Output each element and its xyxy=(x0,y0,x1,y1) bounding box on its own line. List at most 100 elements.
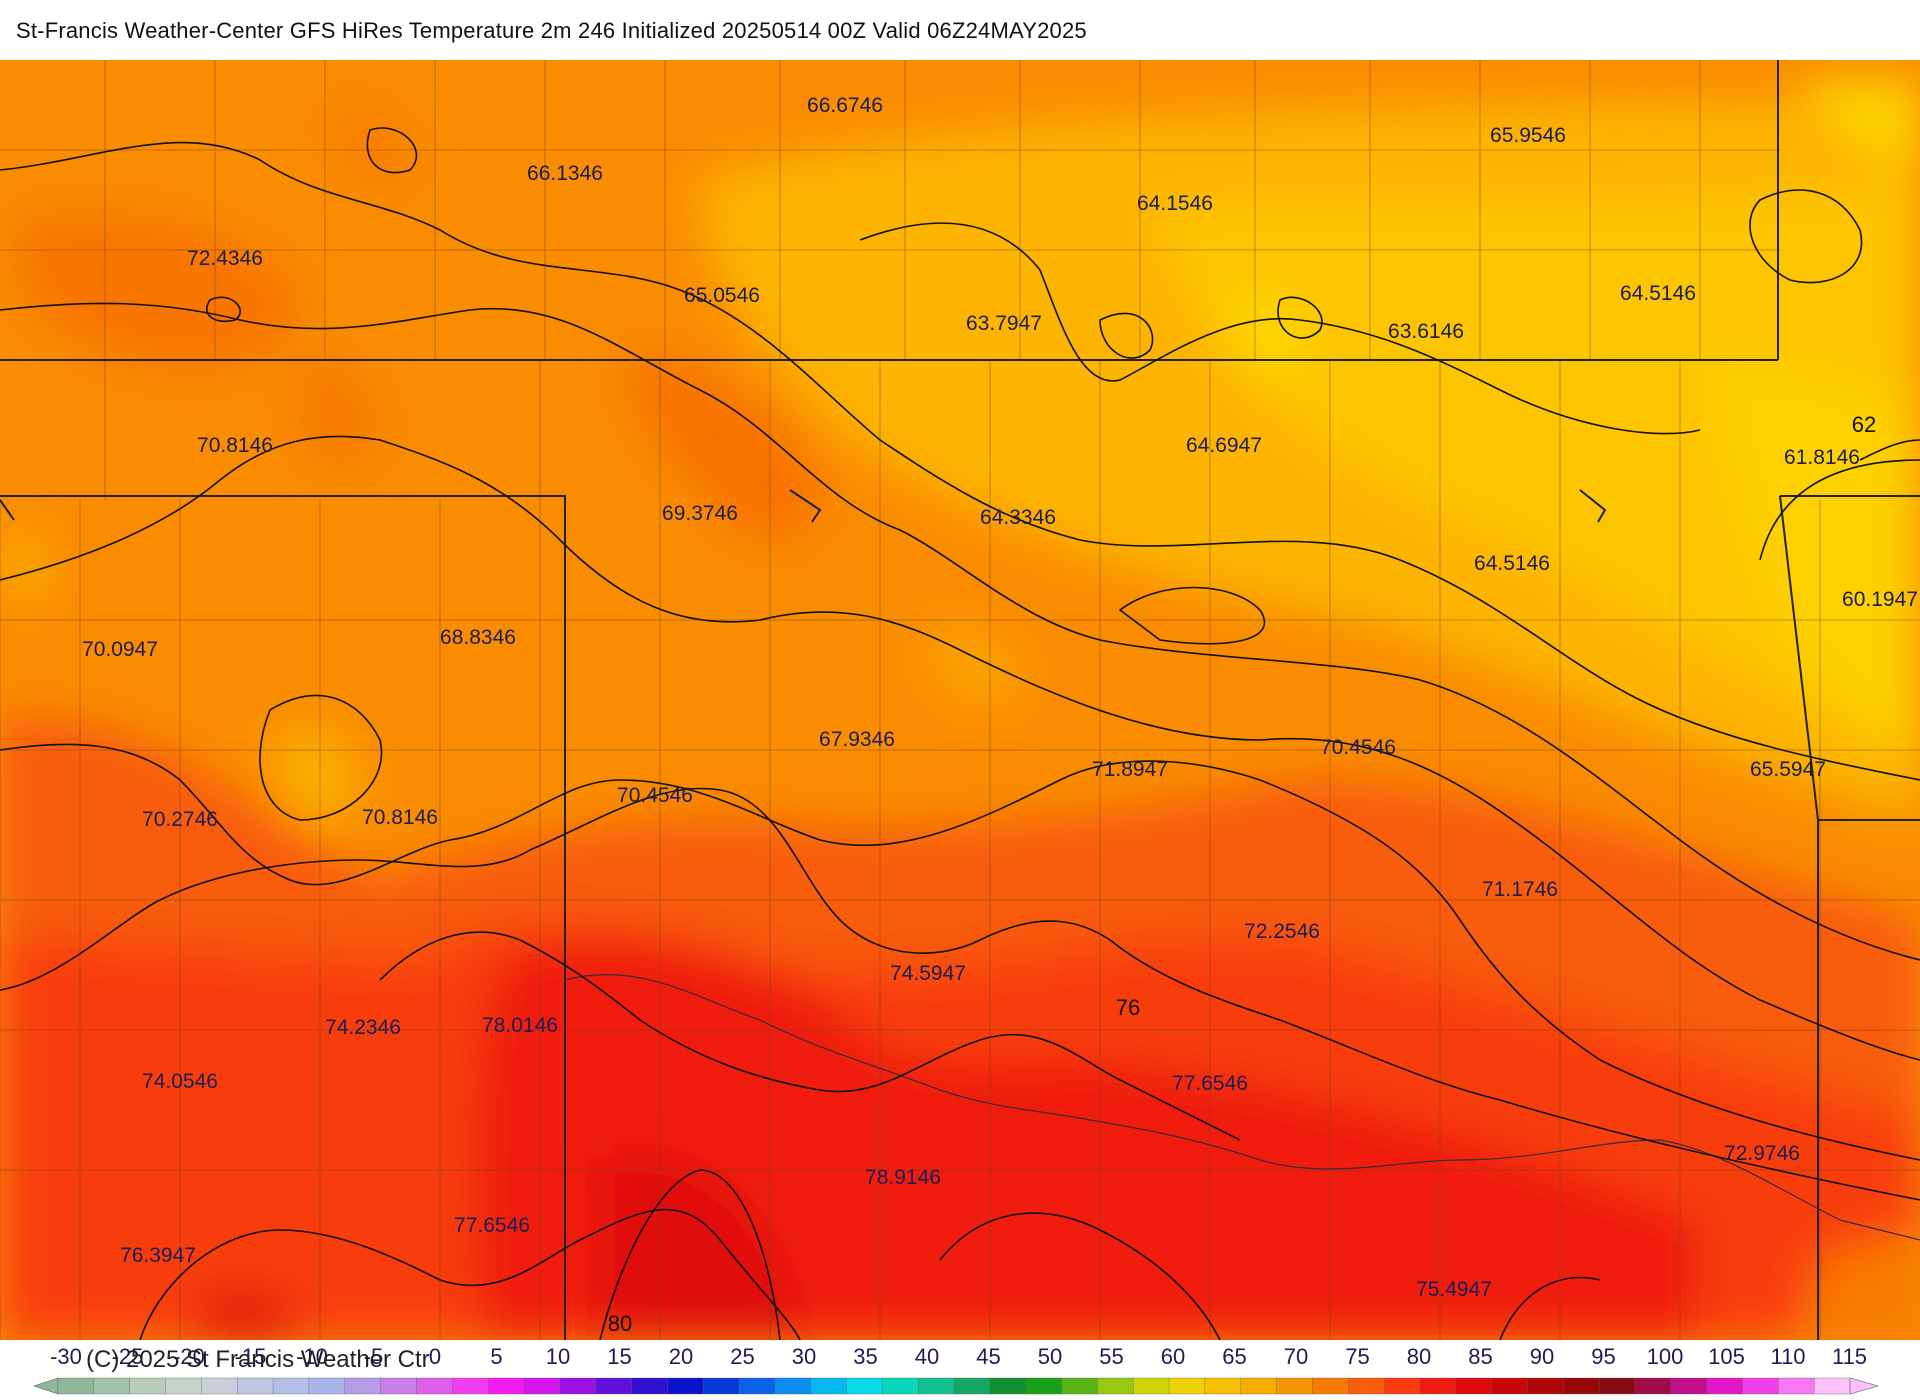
colorbar-tick-label: 100 xyxy=(1646,1344,1684,1369)
temperature-map: 66.6746 65.9546 66.1346 64.1546 72.4346 65.05… xyxy=(0,60,1920,1340)
colorbar-tick-label: 110 xyxy=(1770,1344,1806,1369)
temperature-value-labels: 66.6746 65.9546 66.1346 64.1546 72.4346 65.05… xyxy=(82,94,1918,1301)
colorbar-tick-label: 20 xyxy=(668,1344,694,1369)
temperature-value-label: 74.5947 xyxy=(890,962,966,985)
colorbar-tick-label: 75 xyxy=(1345,1344,1370,1369)
colorbar-tick-label: -5 xyxy=(363,1344,384,1369)
state-borders xyxy=(0,60,1920,1340)
contour-labels: 62 76 80 xyxy=(608,412,1876,1336)
temperature-value-label: 64.3346 xyxy=(980,506,1056,529)
colorbar-swatch xyxy=(1455,1377,1493,1395)
colorbar-swatch xyxy=(1491,1377,1529,1395)
colorbar-arrow-low xyxy=(33,1377,59,1395)
temperature-value-label: 72.2546 xyxy=(1244,920,1320,943)
colorbar-tick-label: 25 xyxy=(730,1344,755,1369)
colorbar-swatch xyxy=(1742,1377,1780,1395)
temperature-value-label: 75.4947 xyxy=(1416,1278,1492,1301)
colorbar-tick-label: 30 xyxy=(791,1344,817,1369)
temperature-value-label: 71.1746 xyxy=(1482,878,1558,901)
colorbar-swatch xyxy=(1706,1377,1744,1395)
colorbar-swatch xyxy=(1419,1377,1457,1395)
colorbar-tick-label: 45 xyxy=(976,1344,1001,1369)
temperature-value-label: 78.0146 xyxy=(482,1014,558,1037)
colorbar-swatch xyxy=(953,1377,991,1395)
temperature-value-label: 60.1947 xyxy=(1842,588,1918,611)
colorbar-tick-label: 50 xyxy=(1037,1344,1063,1369)
colorbar-swatch xyxy=(380,1377,418,1395)
temperature-value-label: 64.1546 xyxy=(1137,192,1213,215)
temperature-value-label: 70.8146 xyxy=(197,434,273,457)
county-borders xyxy=(0,60,1920,1340)
temperature-value-label: 64.5146 xyxy=(1620,282,1696,305)
colorbar-tick-label: 115 xyxy=(1831,1344,1868,1369)
colorbar-swatch xyxy=(1348,1377,1385,1395)
temperature-value-label: 64.6947 xyxy=(1186,434,1262,457)
colorbar-tick-label: 35 xyxy=(853,1344,878,1369)
colorbar-swatch xyxy=(272,1377,310,1395)
colorbar-tick-label: 60 xyxy=(1160,1344,1186,1369)
colorbar-swatch xyxy=(344,1377,382,1395)
map-title: St-Francis Weather-Center GFS HiRes Temp… xyxy=(16,18,1087,43)
temperature-value-label: 74.0546 xyxy=(142,1070,218,1093)
colorbar-swatch xyxy=(1168,1377,1206,1395)
colorbar-swatch xyxy=(57,1377,95,1395)
colorbar-tick-label: 80 xyxy=(1406,1344,1432,1369)
colorbar-swatch xyxy=(702,1377,740,1395)
colorbar-swatch xyxy=(810,1377,848,1395)
colorbar-swatch xyxy=(917,1377,955,1395)
colorbar-swatch xyxy=(236,1377,274,1395)
colorbar-swatch xyxy=(93,1377,131,1395)
colorbar-swatch xyxy=(1097,1377,1134,1395)
colorbar-swatch xyxy=(1025,1377,1063,1395)
colorbar-swatch xyxy=(523,1377,561,1395)
temperature-shading xyxy=(0,60,1920,1340)
colorbar-swatch xyxy=(774,1377,812,1395)
temperature-value-label: 70.4546 xyxy=(617,784,693,807)
colorbar-swatch xyxy=(129,1377,167,1395)
temperature-value-label: 72.4346 xyxy=(187,247,263,270)
colorbar-swatch xyxy=(1240,1377,1278,1395)
colorbar-swatch xyxy=(165,1377,203,1395)
isotherm-contours xyxy=(0,127,1920,1340)
colorbar-tick-label: 70 xyxy=(1283,1344,1309,1369)
temperature-value-label: 67.9346 xyxy=(819,728,895,751)
temperature-value-label: 72.9746 xyxy=(1724,1142,1800,1165)
colorbar-swatch xyxy=(1778,1377,1815,1395)
colorbar-swatch xyxy=(1312,1377,1349,1395)
colorbar-swatch xyxy=(882,1377,919,1395)
colorbar-swatch xyxy=(1813,1377,1851,1395)
colorbar-swatch xyxy=(201,1377,238,1395)
temperature-value-label: 70.0947 xyxy=(82,638,158,661)
temperature-value-label: 63.6146 xyxy=(1388,320,1464,343)
colorbar-tick-label: 0 xyxy=(428,1344,442,1369)
river-border xyxy=(564,973,1920,1241)
colorbar-swatch xyxy=(1598,1377,1636,1395)
temperature-value-label: 78.9146 xyxy=(865,1166,941,1189)
temperature-value-label: 63.7947 xyxy=(966,312,1042,335)
colorbar-tick-label: -30 xyxy=(50,1344,82,1369)
temperature-value-label: 71.8947 xyxy=(1092,758,1168,781)
temperature-value-label: 74.2346 xyxy=(325,1016,401,1039)
colorbar-swatch xyxy=(631,1377,668,1395)
colorbar-tick-label: -20 xyxy=(173,1344,205,1369)
colorbar-swatch xyxy=(1132,1377,1170,1395)
temperature-value-label: 68.8346 xyxy=(440,626,516,649)
colorbar-swatch xyxy=(1204,1377,1242,1395)
temperature-value-label: 77.6546 xyxy=(454,1214,530,1237)
colorbar-swatch xyxy=(416,1377,453,1395)
contour-label: 76 xyxy=(1116,995,1140,1020)
colorbar-swatch xyxy=(1061,1377,1099,1395)
colorbar-tick-label: -15 xyxy=(234,1344,267,1369)
temperature-value-label: 70.4546 xyxy=(1320,736,1396,759)
wind-barbs xyxy=(0,489,1607,523)
colorbar-swatch xyxy=(1383,1377,1421,1395)
colorbar-swatch xyxy=(559,1377,597,1395)
colorbar-scale xyxy=(33,1377,1880,1395)
colorbar-swatch xyxy=(487,1377,525,1395)
contour-label: 62 xyxy=(1852,412,1876,437)
temperature-value-label: 65.5947 xyxy=(1750,758,1826,781)
colorbar-swatch xyxy=(667,1377,704,1395)
temperature-value-label: 76.3947 xyxy=(120,1244,196,1267)
temperature-value-label: 65.9546 xyxy=(1490,124,1566,147)
colorbar-tick-label: -10 xyxy=(296,1344,328,1369)
